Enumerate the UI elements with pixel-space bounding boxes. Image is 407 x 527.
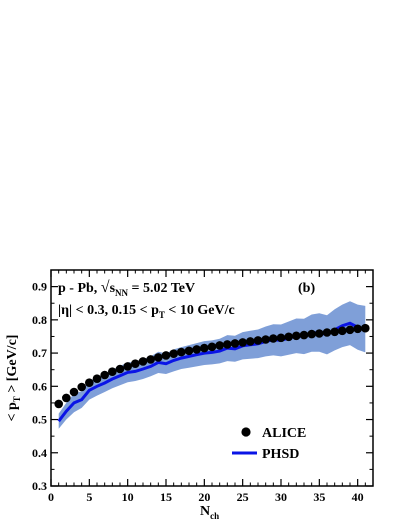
alice-point [184,346,194,356]
x-tick-label: 25 [237,490,249,504]
alice-point [146,355,155,364]
alice-point [200,343,209,353]
alice-point [69,387,79,397]
y-axis-ticks: 0.3 0.4 0.5 0.6 0.7 0.8 0.9 [32,280,373,493]
alice-point [131,359,140,369]
y-tick-label: 0.5 [32,413,47,427]
alice-point [269,334,278,343]
phsd-uncertainty-band [58,301,366,429]
alice-point [138,357,148,366]
alice-point [299,330,309,340]
alice-point [338,326,347,336]
alice-point [161,351,171,360]
alice-point [123,362,132,371]
annotation-pt-subscript: T [159,310,165,320]
annotation-line1-prefix: p - Pb, [58,281,101,296]
y-tick-label: 0.6 [32,379,47,393]
annotation-line2-suffix: < 10 GeV/c [165,303,235,318]
annotation-line2-prefix: |η| < 0.3, 0.15 < p [58,303,159,318]
y-axis-label-main: < p [5,402,20,421]
legend-alice-label: ALICE [262,426,306,441]
alice-point [154,353,163,362]
alice-point [223,340,232,349]
x-axis-label: Nch [200,504,219,521]
annotation-line-1: p - Pb, √sNN = 5.02 TeV [58,279,195,298]
alice-point [261,335,271,344]
alice-point [253,336,263,345]
annotation-s: s [110,281,116,296]
annotation-line1-suffix: = 5.02 TeV [128,281,195,296]
alice-point [108,367,117,377]
alice-series-points [54,323,370,409]
y-axis-label-tail: > [GeV/c] [5,335,20,397]
panel-label: (b) [298,281,315,296]
legend-phsd-label: PHSD [262,447,299,462]
y-tick-label: 0.4 [32,446,47,460]
alice-point [238,338,247,347]
y-tick-label: 0.3 [32,479,47,493]
annotation-nn-subscript: NN [115,288,128,298]
x-tick-label: 30 [275,490,287,504]
legend-alice-marker [241,427,251,437]
x-tick-label: 40 [352,490,364,504]
x-tick-label: 35 [313,490,325,504]
x-axis-ticks: 0 5 10 15 20 25 30 35 40 [48,270,366,504]
x-tick-label: 20 [198,490,210,504]
alice-point [246,337,255,346]
x-tick-label: 10 [122,490,134,504]
alice-point [284,332,294,342]
annotation-sqrt-sign: √ [101,279,110,296]
y-tick-label: 0.7 [32,346,47,360]
alice-point [330,327,340,337]
alice-point [169,349,178,359]
alice-point [207,342,217,352]
x-tick-label: 15 [160,490,172,504]
x-tick-label: 0 [48,490,54,504]
y-axis-label-sub: T [12,396,22,402]
alice-point [100,370,109,380]
x-tick-label: 5 [86,490,92,504]
y-axis-label: < pT > [GeV/c] [5,335,22,422]
x-axis-label-sub: ch [210,511,219,521]
alice-point [315,329,324,338]
alice-point [215,341,224,350]
alice-point [92,374,102,384]
alice-point [276,333,286,343]
alice-point [85,378,94,388]
x-axis-label-main: N [200,504,210,519]
alice-point [353,324,363,334]
alice-point [77,382,86,392]
alice-point [62,393,71,403]
alice-point [322,328,332,337]
alice-point [230,339,240,348]
annotation-line-2: |η| < 0.3, 0.15 < pT < 10 GeV/c [58,303,235,320]
alice-point [177,347,186,357]
alice-point [361,323,370,333]
alice-point [292,331,301,341]
alice-point [345,325,355,335]
alice-point [115,364,125,374]
alice-point [192,345,201,354]
alice-point [54,399,63,409]
y-tick-label: 0.9 [32,280,47,294]
alice-point [307,329,317,339]
y-tick-label: 0.8 [32,313,47,327]
